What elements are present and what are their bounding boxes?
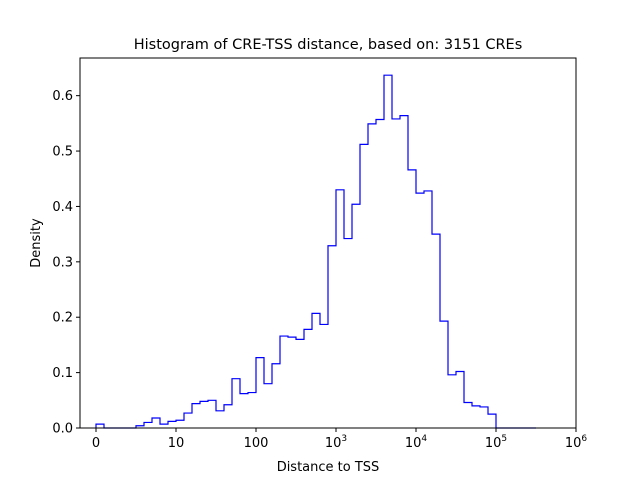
y-tick-label: 0.4: [52, 200, 73, 215]
axes-frame: [79, 57, 577, 429]
x-tick-label: 104: [405, 434, 428, 451]
histogram-step-line: [95, 74, 536, 429]
y-tick-label: 0.5: [52, 145, 73, 160]
y-tick-label: 0.0: [52, 422, 73, 437]
x-tick-label: 10: [168, 436, 185, 451]
y-tick-label: 0.6: [52, 89, 73, 104]
y-axis-label: Density: [29, 218, 44, 268]
y-tick-label: 0.2: [52, 311, 73, 326]
x-tick-label: 100: [244, 436, 269, 451]
x-axis-label: Distance to TSS: [277, 460, 380, 475]
y-tick-label: 0.1: [52, 366, 73, 381]
x-tick-label: 105: [485, 434, 507, 451]
x-axis-ticks: 0 10 100 103 104 105 106: [92, 428, 588, 451]
x-tick-label: 0: [92, 436, 100, 451]
chart-title: Histogram of CRE-TSS distance, based on:…: [134, 37, 523, 53]
x-tick-label: 103: [325, 434, 347, 451]
x-tick-label: 106: [565, 434, 588, 451]
y-axis-ticks: 0.0 0.1 0.2 0.3 0.4 0.5 0.6: [52, 89, 80, 437]
plot-area: [79, 57, 577, 429]
y-tick-label: 0.3: [52, 255, 73, 270]
